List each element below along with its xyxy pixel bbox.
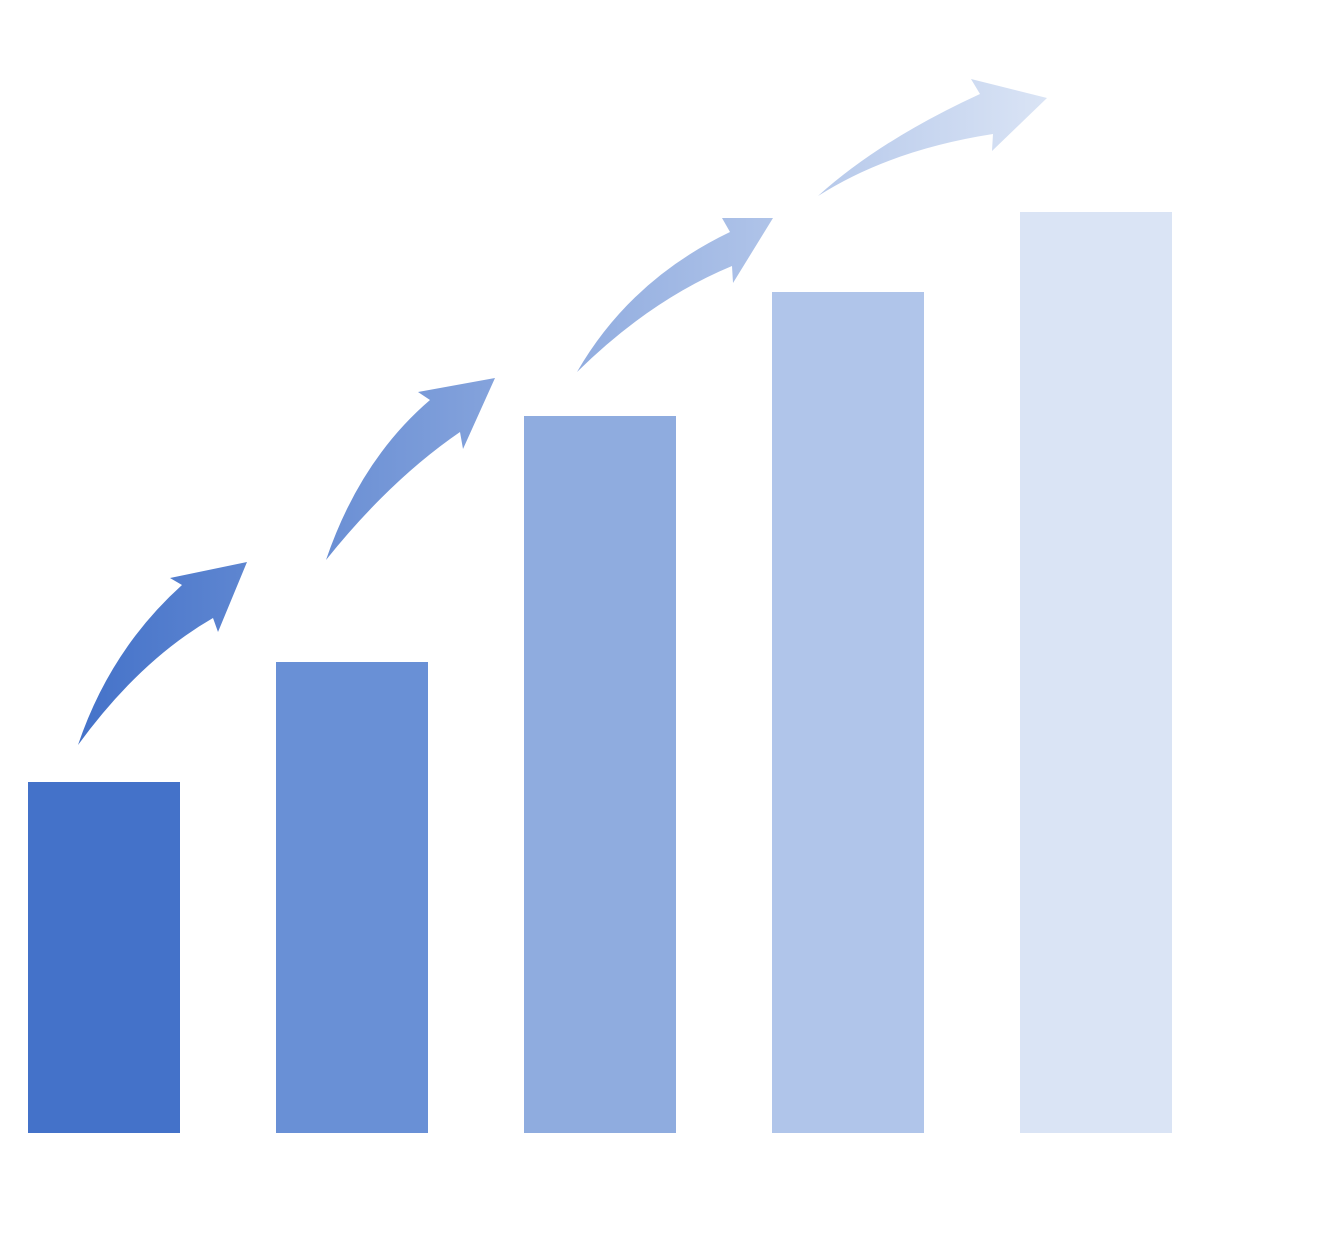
- growth-arrow: [818, 79, 1047, 196]
- bar: [28, 782, 180, 1133]
- arrows: [78, 79, 1047, 745]
- growth-arrow: [326, 378, 495, 560]
- growth-arrow: [577, 218, 773, 372]
- bar: [1020, 212, 1172, 1133]
- bar: [772, 292, 924, 1133]
- bar: [524, 416, 676, 1133]
- bar: [276, 662, 428, 1133]
- growth-arrow: [78, 562, 247, 745]
